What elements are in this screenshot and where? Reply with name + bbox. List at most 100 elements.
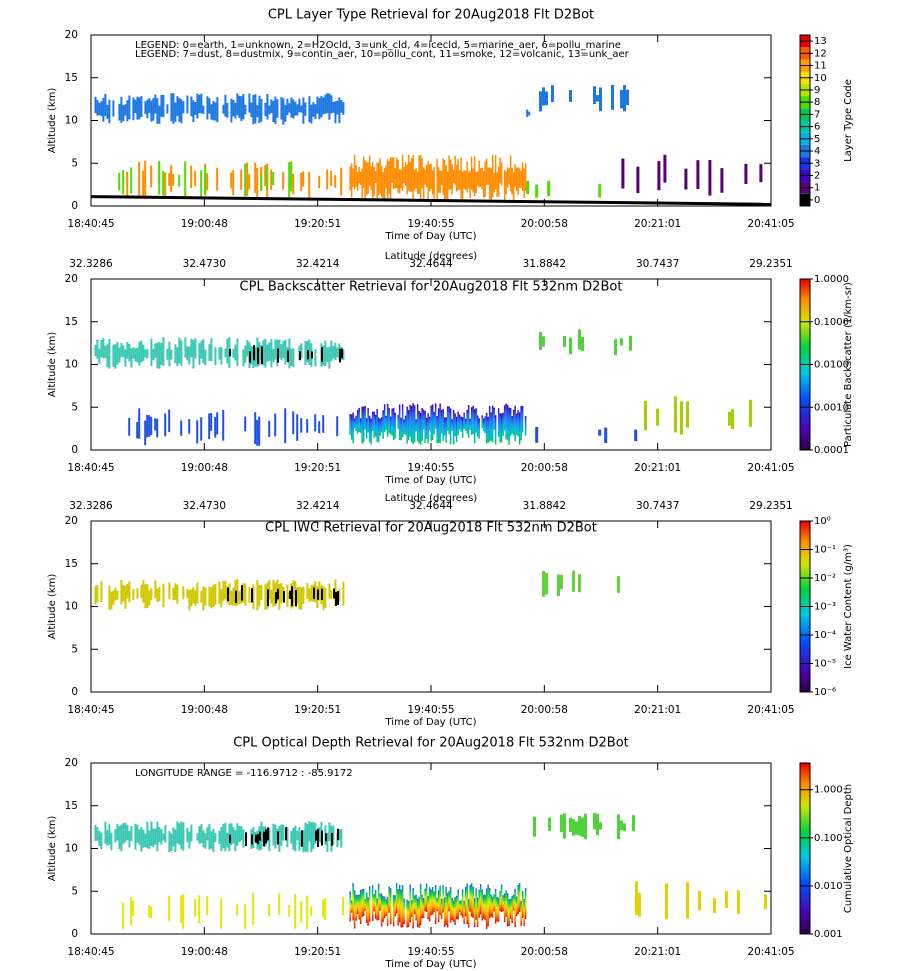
echo: [214, 102, 217, 121]
echo: [511, 168, 513, 195]
echo: [282, 98, 285, 125]
echo: [267, 589, 269, 607]
echo: [442, 409, 444, 442]
echo: [451, 419, 453, 431]
echo: [451, 164, 453, 195]
echo: [340, 100, 343, 113]
echo: [395, 883, 398, 914]
echo: [500, 162, 503, 186]
echo: [222, 409, 225, 441]
echo: [496, 172, 498, 197]
echo: [230, 172, 233, 189]
echo: [262, 340, 265, 366]
echo: [162, 170, 165, 196]
echo: [248, 174, 251, 190]
echo: [389, 888, 392, 925]
x-tick-label: 19:00:48: [181, 218, 228, 230]
echo: [128, 581, 131, 603]
echo: [158, 161, 161, 195]
echo: [454, 413, 456, 437]
echo: [497, 408, 500, 437]
echo: [124, 586, 127, 609]
colorbar-label: Cumulative Optical Depth: [843, 784, 854, 913]
echo: [198, 895, 201, 924]
echo: [234, 829, 237, 852]
echo: [509, 408, 512, 436]
echo: [339, 348, 341, 363]
y-tick-label: 5: [71, 401, 78, 413]
echo: [116, 341, 119, 365]
echo: [178, 337, 181, 364]
echo: [182, 586, 185, 600]
echo: [277, 831, 279, 845]
echo: [286, 584, 289, 607]
echo: [332, 101, 335, 113]
echo: [229, 834, 231, 844]
echo: [154, 580, 157, 599]
echo: [383, 896, 386, 919]
colorbar-tick-label: 0.1000: [814, 317, 849, 328]
echo: [268, 580, 271, 600]
echo: [292, 173, 295, 195]
echo: [457, 159, 459, 191]
echo: [563, 813, 566, 839]
echo: [144, 420, 147, 446]
y-tick-label: 5: [71, 643, 78, 655]
echo: [321, 347, 323, 362]
echo: [268, 342, 271, 361]
echo: [409, 161, 411, 192]
echo: [236, 93, 239, 116]
echo: [302, 171, 305, 187]
echo: [475, 408, 477, 433]
x-tick-label: 19:40:55: [407, 946, 454, 958]
echo: [517, 410, 519, 437]
echo: [598, 184, 602, 198]
echo: [352, 168, 354, 187]
echo: [515, 167, 518, 191]
echo: [180, 821, 183, 850]
echo: [224, 580, 227, 600]
echo: [162, 583, 165, 608]
echo: [575, 821, 578, 835]
echo: [412, 155, 414, 200]
colorbar-label: Layer Type Code: [843, 79, 854, 162]
echo: [280, 583, 283, 604]
echo: [355, 415, 357, 432]
echo: [326, 93, 329, 114]
echo: [200, 590, 203, 603]
echo: [218, 581, 221, 605]
echo: [154, 94, 157, 114]
echo: [277, 348, 279, 363]
echo: [382, 896, 384, 922]
echo: [166, 104, 169, 114]
echo: [226, 338, 229, 364]
echo: [313, 587, 315, 599]
echo: [256, 105, 259, 118]
echo: [380, 166, 383, 197]
echo: [506, 167, 509, 188]
echo: [160, 829, 163, 845]
echo: [404, 162, 407, 186]
echo: [275, 592, 277, 604]
echo: [298, 827, 301, 851]
echo: [278, 583, 281, 610]
echo: [551, 85, 554, 103]
echo: [656, 408, 659, 426]
echo: [728, 411, 731, 426]
echo: [511, 895, 513, 924]
echo: [114, 587, 117, 601]
echo: [383, 168, 386, 199]
echo: [476, 415, 479, 437]
echo: [449, 159, 452, 190]
echo: [246, 162, 249, 196]
echo: [596, 813, 599, 836]
echo: [288, 103, 291, 113]
colorbar-tick-label: 3: [814, 158, 820, 169]
echo: [334, 101, 337, 124]
echo: [226, 832, 229, 848]
echo: [321, 830, 323, 846]
echo: [216, 412, 219, 435]
echo: [422, 167, 425, 201]
echo: [282, 824, 285, 841]
top-tick-label: 32.4644: [409, 500, 453, 512]
